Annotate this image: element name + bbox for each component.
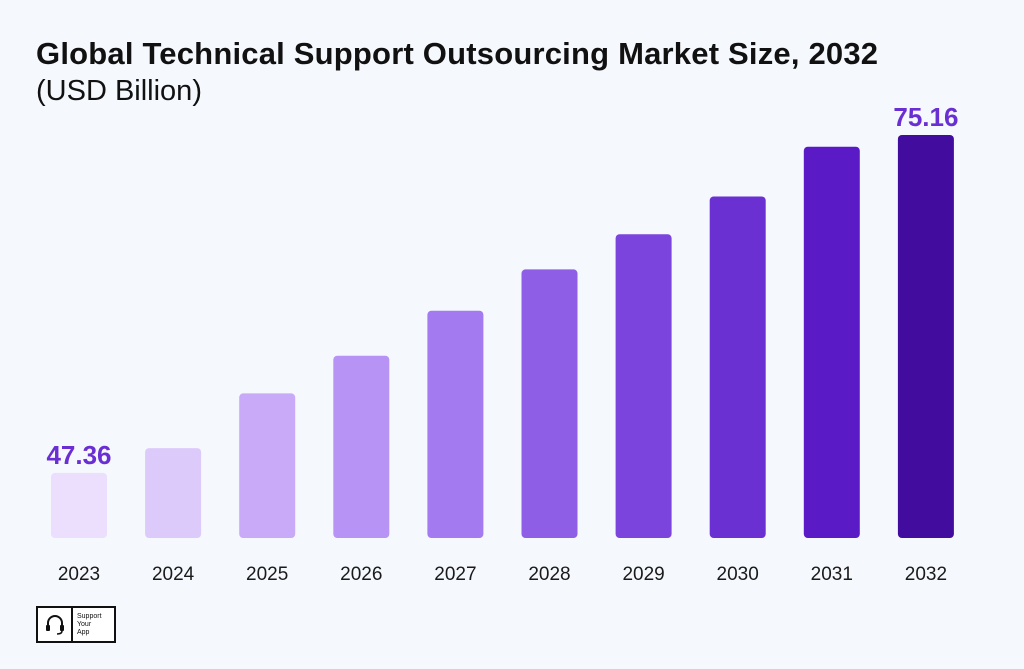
x-tick-label: 2029: [622, 564, 664, 585]
bar-2026: [333, 355, 390, 538]
bar-2027: [427, 310, 484, 538]
brand-logo: Support Your App: [36, 606, 116, 643]
x-tick-label: 2023: [58, 564, 100, 585]
logo-text: Support Your App: [73, 608, 102, 641]
bar-2023: [51, 472, 107, 538]
x-tick-label: 2031: [811, 564, 853, 585]
logo-line-2: Your: [77, 620, 92, 628]
x-tick-label: 2026: [340, 564, 382, 585]
bar-2029: [615, 234, 672, 538]
bar-2030: [709, 196, 766, 538]
bar-2025: [239, 393, 296, 538]
x-tick-label: 2030: [717, 564, 759, 585]
x-tick-label: 2024: [152, 564, 195, 585]
headset-icon: [38, 608, 73, 641]
logo-line-1: Support: [77, 612, 102, 620]
bar-2031: [803, 146, 860, 538]
x-tick-label: 2025: [246, 564, 288, 585]
chart-title: Global Technical Support Outsourcing Mar…: [36, 36, 879, 71]
bar-2024: [145, 448, 202, 538]
data-label-2032: 75.16: [893, 102, 958, 132]
x-tick-label: 2032: [905, 564, 947, 585]
logo-line-3: App: [77, 628, 90, 636]
data-label-2023: 47.36: [46, 440, 111, 470]
bar-2032: [897, 135, 954, 538]
x-tick-label: 2028: [528, 564, 570, 585]
bar-2028: [521, 269, 578, 538]
chart-subtitle: (USD Billion): [36, 75, 202, 107]
x-tick-label: 2027: [434, 564, 476, 585]
